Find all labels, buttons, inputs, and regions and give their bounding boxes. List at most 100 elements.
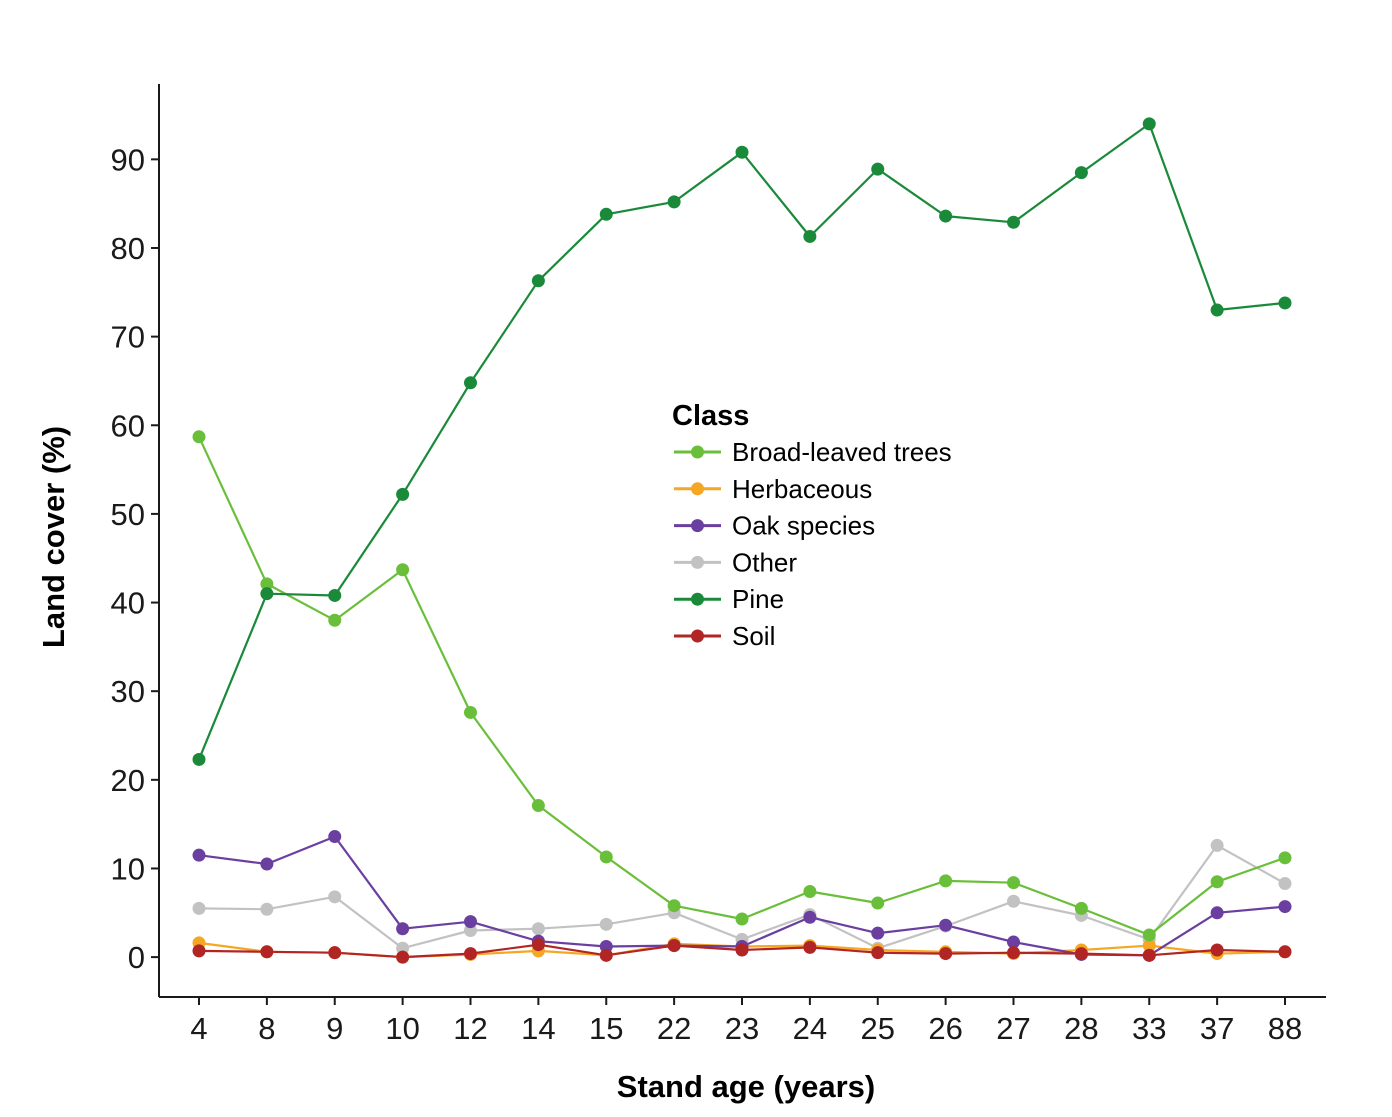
data-point-broad-leaved-trees <box>464 705 477 719</box>
legend-item-soil: Soil <box>674 621 775 651</box>
data-point-soil <box>939 947 953 961</box>
legend-label: Soil <box>732 621 775 651</box>
data-point-broad-leaved-trees <box>667 899 681 913</box>
legend-label: Herbaceous <box>732 474 872 504</box>
data-point-soil <box>599 948 613 962</box>
series-points <box>192 117 1292 964</box>
data-point-soil <box>531 938 545 952</box>
data-point-oak-species <box>396 922 410 936</box>
y-tick-label: 0 <box>128 940 145 975</box>
data-point-soil <box>1074 947 1088 961</box>
data-point-soil <box>1142 948 1156 962</box>
data-point-pine <box>396 487 410 501</box>
data-point-other <box>260 902 274 916</box>
y-tick-label: 20 <box>111 763 145 798</box>
data-point-soil <box>1278 945 1292 959</box>
y-tick-label: 50 <box>111 497 145 532</box>
data-point-soil <box>1210 943 1224 957</box>
axes: 0 10 20 30 40 50 60 70 80 90 4 8 9 10 12 14 15 22 23 24 25 26… <box>111 84 1326 1046</box>
series-line-other <box>198 844 1286 950</box>
legend-swatch-dot <box>691 519 704 533</box>
data-point-broad-leaved-trees <box>328 613 342 627</box>
y-tick-label: 40 <box>111 586 145 621</box>
x-tick-label: 88 <box>1268 1011 1302 1046</box>
data-point-pine <box>328 588 342 602</box>
x-tick-label: 9 <box>326 1011 343 1046</box>
data-point-other <box>1210 838 1224 852</box>
y-tick-label: 70 <box>111 320 145 355</box>
data-point-broad-leaved-trees <box>871 896 885 910</box>
x-tick-label: 25 <box>861 1011 895 1046</box>
data-point-pine <box>667 195 681 209</box>
data-point-soil <box>192 944 206 958</box>
data-point-soil <box>803 940 817 954</box>
data-point-pine <box>260 587 274 601</box>
legend-swatch-dot <box>691 482 704 496</box>
y-tick-label: 80 <box>111 231 145 266</box>
data-point-oak-species <box>260 857 274 871</box>
legend: Class Broad-leaved trees Herbaceous Oak sp… <box>672 400 952 651</box>
data-point-pine <box>1074 166 1088 180</box>
legend-items: Broad-leaved trees Herbaceous Oak species O… <box>674 437 952 651</box>
legend-item-oak-species: Oak species <box>674 511 875 541</box>
data-point-broad-leaved-trees <box>1210 875 1224 889</box>
data-point-other <box>1278 877 1292 891</box>
data-point-soil <box>260 945 274 959</box>
data-point-soil <box>871 946 885 960</box>
data-point-pine <box>1142 117 1156 131</box>
data-point-oak-species <box>1278 900 1292 914</box>
data-point-pine <box>871 162 885 176</box>
legend-label: Pine <box>732 584 784 614</box>
data-point-other <box>192 901 206 915</box>
x-axis-title: Stand age (years) <box>617 1069 875 1104</box>
data-point-pine <box>1210 303 1224 317</box>
legend-swatch-dot <box>691 555 704 569</box>
data-point-soil <box>396 950 410 964</box>
data-point-pine <box>1007 215 1020 229</box>
y-tick-label: 30 <box>111 674 145 709</box>
data-point-broad-leaved-trees <box>1278 851 1292 865</box>
data-point-oak-species <box>328 830 342 844</box>
y-axis-title: Land cover (%) <box>36 426 71 648</box>
data-point-soil <box>328 946 342 960</box>
x-tick-label: 14 <box>521 1011 555 1046</box>
data-point-broad-leaved-trees <box>396 563 410 577</box>
data-point-pine <box>599 207 613 221</box>
data-point-other <box>599 917 613 931</box>
data-point-broad-leaved-trees <box>735 912 749 926</box>
data-point-soil <box>667 939 681 953</box>
data-point-broad-leaved-trees <box>1074 901 1088 915</box>
legend-label: Oak species <box>732 511 875 541</box>
legend-label: Broad-leaved trees <box>732 437 952 467</box>
x-tick-label: 37 <box>1200 1011 1234 1046</box>
data-point-broad-leaved-trees <box>803 885 817 899</box>
y-tick-label: 90 <box>111 142 145 177</box>
data-point-broad-leaved-trees <box>1142 928 1156 942</box>
y-tick-label: 10 <box>111 851 145 886</box>
x-tick-label: 24 <box>793 1011 827 1046</box>
data-point-oak-species <box>871 926 885 940</box>
data-point-oak-species <box>939 918 953 932</box>
data-point-pine <box>464 376 477 390</box>
data-point-oak-species <box>1210 906 1224 920</box>
legend-item-broad-leaved-trees: Broad-leaved trees <box>674 437 952 467</box>
data-point-pine <box>803 229 817 243</box>
legend-item-other: Other <box>674 547 797 577</box>
data-point-pine <box>1278 296 1292 310</box>
data-point-oak-species <box>1007 935 1020 949</box>
data-point-herbaceous <box>1142 939 1156 953</box>
data-point-broad-leaved-trees <box>260 577 274 591</box>
data-point-oak-species <box>192 848 206 862</box>
legend-title: Class <box>672 400 749 432</box>
x-tick-label: 27 <box>996 1011 1030 1046</box>
x-tick-label: 4 <box>190 1011 207 1046</box>
data-point-broad-leaved-trees <box>1007 876 1020 890</box>
x-tick-label: 8 <box>258 1011 275 1046</box>
data-point-soil <box>1007 946 1020 960</box>
data-point-other <box>328 890 342 904</box>
data-point-broad-leaved-trees <box>599 850 613 864</box>
x-tick-label: 12 <box>453 1011 487 1046</box>
y-tick-label: 60 <box>111 408 145 443</box>
legend-swatch-dot <box>691 629 704 643</box>
